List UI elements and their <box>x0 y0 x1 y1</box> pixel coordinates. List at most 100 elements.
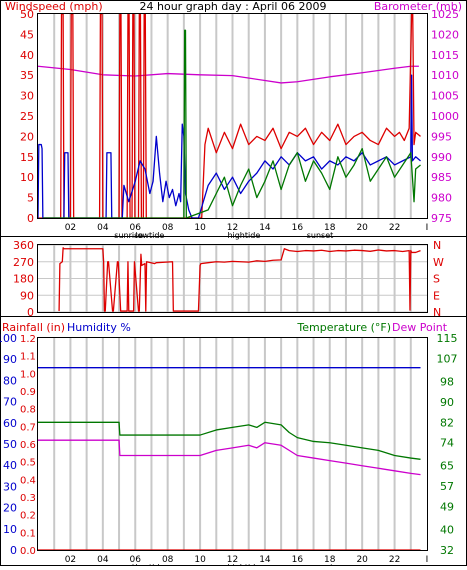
barometer-tick-label: 990 <box>431 151 452 164</box>
temperature-tick-label: 74 <box>440 437 454 450</box>
x-tick-label: 08 <box>162 223 174 233</box>
direction-tick-label: 90 <box>20 289 34 302</box>
windspeed-tick-label: 25 <box>20 110 34 123</box>
x-tick-label: 06 <box>130 223 142 233</box>
x-tick-label: 12 <box>227 223 238 233</box>
humidity-tick-label: 40 <box>3 459 17 472</box>
rainfall-tick-label: 1.2 <box>20 334 36 345</box>
x-tick-label: 22 <box>389 555 400 565</box>
windspeed-tick-label: 35 <box>20 69 34 82</box>
windspeed-tick-label: 0 <box>27 212 34 225</box>
rainfall-tick-label: 0.1 <box>20 528 36 539</box>
humidity-tick-label: 0 <box>10 544 17 557</box>
windspeed-tick-label: 5 <box>27 192 34 205</box>
temperature-tick-label: 49 <box>440 501 454 514</box>
series-windspeed-avg- <box>42 29 421 219</box>
barometer-tick-label: 1010 <box>431 69 459 82</box>
temperature-tick-label: 90 <box>440 396 454 409</box>
rainfall-tick-label: 0.8 <box>20 405 36 416</box>
rainfall-tick-label: 0.7 <box>20 422 36 433</box>
series-dew-point <box>38 439 421 476</box>
humidity-axis-title: Humidity % <box>67 321 131 334</box>
barometer-tick-label: 1000 <box>431 110 459 123</box>
x-tick-label: 20 <box>356 555 368 565</box>
barometer-tick-label: 995 <box>431 130 452 143</box>
compass-label: E <box>433 289 440 302</box>
humidity-tick-label: 50 <box>3 438 17 451</box>
direction-tick-label: 270 <box>13 256 34 269</box>
rainfall-tick-label: 0.4 <box>20 475 36 486</box>
barometer-axis-title: Barometer (mb) <box>374 0 462 13</box>
x-tick-label: 04 <box>97 555 109 565</box>
event-label-lowtide: lowtide <box>135 231 164 240</box>
direction-tick-label: 180 <box>13 273 34 286</box>
temperature-tick-label: 107 <box>437 352 458 365</box>
x-tick-label: 06 <box>130 555 142 565</box>
x-tick-label: 02 <box>65 555 76 565</box>
humidity-tick-label: 90 <box>3 353 17 366</box>
top-ticks: 0510152025303540455097598098599099510001… <box>20 8 459 240</box>
rainfall-tick-label: 1.1 <box>20 352 36 363</box>
temperature-tick-label: 98 <box>440 375 454 388</box>
dewpoint-axis-title: Dew Point <box>392 321 448 334</box>
event-label-sunrise: sunrise <box>114 231 143 240</box>
barometer-tick-label: 985 <box>431 171 452 184</box>
x-tick-label: 10 <box>194 223 206 233</box>
x-tick-label: 22 <box>389 223 400 233</box>
windspeed-tick-label: 30 <box>20 90 34 103</box>
x-tick-label: 18 <box>324 223 336 233</box>
direction-tick-label: 0 <box>27 306 34 319</box>
chart-title: 24 hour graph day : April 06 2009 <box>140 0 327 13</box>
barometer-tick-label: 975 <box>431 212 452 225</box>
humidity-tick-label: 80 <box>3 374 17 387</box>
x-tick-label: 12 <box>227 555 238 565</box>
rainfall-tick-label: 0.2 <box>20 511 36 522</box>
x-tick-label: 08 <box>162 555 174 565</box>
temperature-tick-label: 65 <box>440 460 454 473</box>
barometer-tick-label: 1015 <box>431 49 459 62</box>
x-tick-label: I <box>426 223 429 233</box>
humidity-tick-label: 70 <box>3 396 17 409</box>
humidity-tick-label: 100 <box>0 332 17 345</box>
mid-series <box>58 247 421 312</box>
series-barometer <box>37 65 419 84</box>
event-label-sunset: sunset <box>307 231 334 240</box>
compass-label: N <box>433 306 441 319</box>
compass-label: S <box>433 273 440 286</box>
humidity-tick-label: 60 <box>3 417 17 430</box>
top-plot-frame <box>37 13 428 219</box>
windspeed-tick-label: 45 <box>20 28 34 41</box>
direction-tick-label: 360 <box>13 239 34 252</box>
x-tick-label: 04 <box>97 223 109 233</box>
temperature-tick-label: 82 <box>440 416 454 429</box>
windspeed-axis-title: Windspeed (mph) <box>5 0 103 13</box>
barometer-tick-label: 1020 <box>431 28 459 41</box>
bottom-plot-frame <box>37 337 428 551</box>
windspeed-tick-label: 50 <box>20 8 34 21</box>
x-tick-label: 14 <box>259 555 271 565</box>
barometer-tick-label: 980 <box>431 192 452 205</box>
temperature-tick-label: 32 <box>440 544 454 557</box>
x-tick-label: 20 <box>356 223 368 233</box>
rainfall-tick-label: 1.0 <box>20 369 36 380</box>
humidity-tick-label: 20 <box>3 502 17 515</box>
temperature-tick-label: 57 <box>440 480 454 493</box>
rainfall-tick-label: 0.9 <box>20 387 36 398</box>
series-temperature <box>38 421 421 460</box>
windspeed-tick-label: 10 <box>20 171 34 184</box>
temperature-tick-label: 40 <box>440 524 454 537</box>
barometer-tick-label: 1025 <box>431 8 459 21</box>
rainfall-tick-label: 0.3 <box>20 493 36 504</box>
windspeed-tick-label: 40 <box>20 49 34 62</box>
compass-label: N <box>433 239 441 252</box>
rainfall-tick-label: 0.6 <box>20 440 36 451</box>
series-wind-direction <box>58 247 421 312</box>
compass-label: W <box>433 256 444 269</box>
x-tick-label: 16 <box>292 223 304 233</box>
mid-plot-frame <box>37 244 428 313</box>
temperature-tick-label: 115 <box>437 332 458 345</box>
windspeed-tick-label: 20 <box>20 130 34 143</box>
temperature-axis-title: Temperature (°F) <box>296 321 391 334</box>
